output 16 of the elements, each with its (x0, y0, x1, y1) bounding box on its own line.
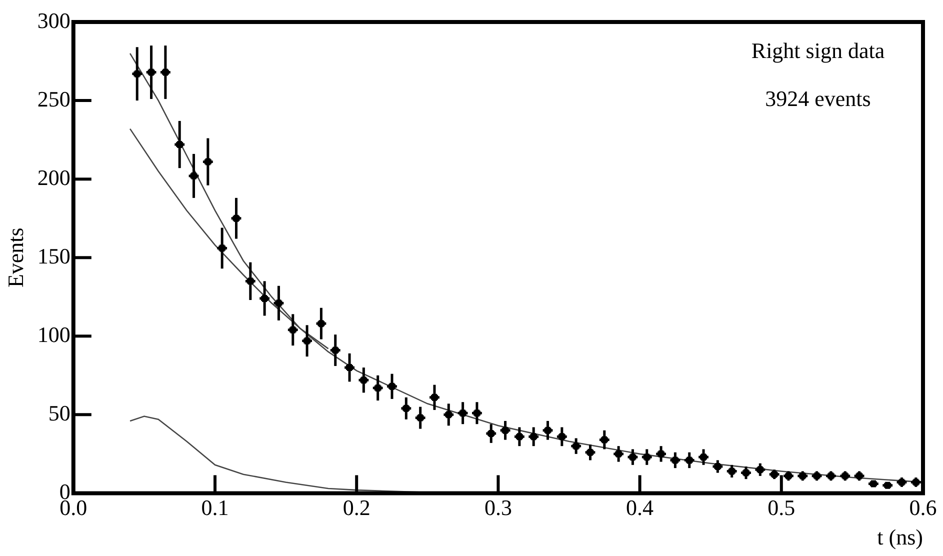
x-tick-label: 0.3 (484, 495, 512, 520)
y-tick-label: 250 (37, 86, 70, 112)
annotation: 3924 events (765, 86, 871, 111)
x-tick-label: 0.5 (768, 495, 796, 520)
x-tick-label: 0.2 (342, 495, 370, 520)
y-tick-label: 150 (37, 243, 70, 268)
annotation: Right sign data (751, 38, 885, 63)
y-axis-title: Events (2, 228, 28, 288)
y-tick-label: 100 (37, 322, 70, 347)
y-tick-label: 200 (37, 164, 70, 190)
x-axis-title: t (ns) (877, 524, 923, 550)
x-tick-label: 0.6 (909, 495, 937, 520)
y-tick-label: 300 (37, 8, 70, 33)
x-tick-label: 0.1 (201, 495, 229, 520)
x-tick-label: 0.4 (626, 495, 654, 520)
y-tick-label: 50 (48, 400, 70, 426)
